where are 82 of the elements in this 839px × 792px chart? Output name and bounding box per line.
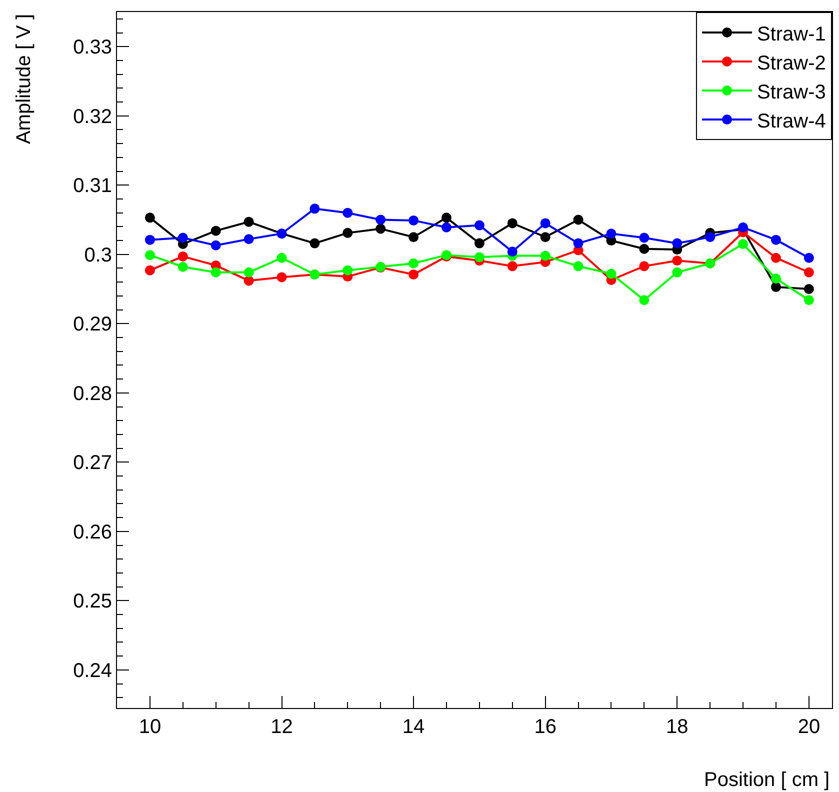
point xyxy=(573,214,584,225)
point xyxy=(804,295,814,306)
point xyxy=(672,267,682,278)
y-tick-label: 0.26 xyxy=(73,521,112,544)
point xyxy=(770,252,781,263)
point xyxy=(606,268,616,279)
point xyxy=(310,238,320,248)
point xyxy=(474,220,484,230)
point xyxy=(408,215,419,226)
y-tick-label: 0.31 xyxy=(73,175,112,198)
point xyxy=(244,267,254,278)
point xyxy=(770,274,781,284)
y-tick-label: 0.25 xyxy=(73,590,112,613)
point xyxy=(639,232,650,243)
legend-label: Straw-4 xyxy=(757,110,826,132)
point xyxy=(672,256,682,266)
point xyxy=(244,234,254,244)
y-tick-label: 0.24 xyxy=(73,660,112,682)
point xyxy=(144,265,155,276)
point xyxy=(144,212,155,223)
point xyxy=(573,238,584,248)
y-tick-label: 0.33 xyxy=(73,36,112,59)
y-tick-label: 0.27 xyxy=(73,452,112,474)
point xyxy=(507,246,518,257)
point xyxy=(507,218,518,228)
point xyxy=(507,261,518,272)
point xyxy=(804,267,814,278)
y-tick-label: 0.28 xyxy=(73,382,112,405)
point xyxy=(244,216,254,227)
y-tick-label: 0.32 xyxy=(73,106,112,128)
point xyxy=(606,228,616,239)
y-tick-label: 0.3 xyxy=(84,244,112,266)
point xyxy=(540,232,550,242)
point xyxy=(408,232,419,242)
point xyxy=(441,212,452,223)
point xyxy=(408,269,419,280)
x-tick-label: 14 xyxy=(402,716,425,738)
point xyxy=(144,234,155,245)
point xyxy=(178,262,188,272)
point xyxy=(474,252,484,262)
x-tick-label: 18 xyxy=(666,716,688,738)
point xyxy=(770,282,781,292)
x-axis-title: Position [ cm ] xyxy=(704,769,830,791)
point xyxy=(573,261,584,272)
point xyxy=(540,250,550,261)
point xyxy=(376,214,386,225)
point xyxy=(276,252,287,263)
point xyxy=(144,250,155,260)
point xyxy=(210,267,221,278)
point xyxy=(342,208,353,218)
point xyxy=(210,226,221,236)
point xyxy=(705,232,716,242)
point xyxy=(178,251,188,262)
point xyxy=(210,240,221,250)
point xyxy=(639,261,650,272)
y-axis-title: Amplitude [ V ] xyxy=(13,14,36,144)
point xyxy=(310,204,320,214)
point xyxy=(804,284,814,294)
point xyxy=(804,252,814,263)
x-tick-label: 16 xyxy=(534,716,556,738)
x-tick-label: 20 xyxy=(798,716,820,738)
point xyxy=(441,222,452,232)
point xyxy=(474,238,484,248)
legend-label: Straw-2 xyxy=(757,52,826,74)
point xyxy=(244,276,254,286)
point xyxy=(672,238,682,248)
point xyxy=(376,224,386,234)
point xyxy=(342,228,353,238)
point xyxy=(342,265,353,276)
point xyxy=(178,232,188,243)
x-tick-label: 12 xyxy=(270,716,293,738)
point xyxy=(639,295,650,306)
x-tick-label: 10 xyxy=(138,716,162,738)
legend-label: Straw-3 xyxy=(757,81,826,104)
point xyxy=(540,218,550,228)
point xyxy=(408,258,419,268)
point xyxy=(738,239,748,249)
point xyxy=(770,234,781,245)
y-tick-label: 0.29 xyxy=(73,314,112,336)
legend-label: Straw-1 xyxy=(757,23,826,46)
point xyxy=(639,244,650,254)
point xyxy=(276,272,287,282)
